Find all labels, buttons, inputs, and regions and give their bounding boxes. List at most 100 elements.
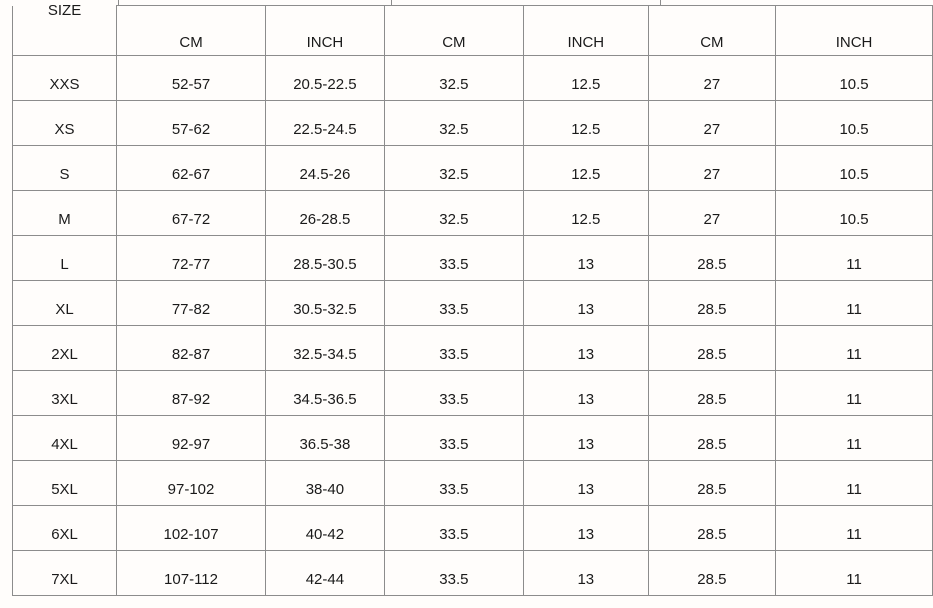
measurement-cell: 27 xyxy=(647,145,777,191)
size-cell: M xyxy=(11,190,118,236)
measurement-cell: 13 xyxy=(522,325,649,371)
measurement-cell: 62-67 xyxy=(116,145,266,191)
measurement-cell: 40-42 xyxy=(264,505,385,551)
measurement-cell: 12.5 xyxy=(522,190,649,236)
measurement-cell: 38-40 xyxy=(264,460,385,506)
measurement-cell: 33.5 xyxy=(383,550,524,596)
measurement-cell: 12.5 xyxy=(522,100,649,146)
measurement-cell: 97-102 xyxy=(116,460,266,506)
measurement-cell: 13 xyxy=(522,280,649,326)
measurement-cell: 32.5 xyxy=(383,100,524,146)
measurement-cell: 28.5 xyxy=(647,280,777,326)
table-row: XL 77-82 30.5-32.5 33.5 13 28.5 11 xyxy=(11,280,933,326)
size-cell: XS xyxy=(11,100,118,146)
measurement-cell: 28.5 xyxy=(647,550,777,596)
measurement-cell: 92-97 xyxy=(116,415,266,461)
unit-header: CM xyxy=(647,5,777,56)
measurement-cell: 28.5 xyxy=(647,505,777,551)
measurement-cell: 12.5 xyxy=(522,145,649,191)
measurement-cell: 33.5 xyxy=(383,370,524,416)
measurement-cell: 36.5-38 xyxy=(264,415,385,461)
measurement-cell: 77-82 xyxy=(116,280,266,326)
measurement-cell: 13 xyxy=(522,505,649,551)
table-row: S 62-67 24.5-26 32.5 12.5 27 10.5 xyxy=(11,145,933,191)
table-row: XXS 52-57 20.5-22.5 32.5 12.5 27 10.5 xyxy=(11,55,933,101)
size-cell: 5XL xyxy=(11,460,118,506)
table-row: 3XL 87-92 34.5-36.5 33.5 13 28.5 11 xyxy=(11,370,933,416)
measurement-cell: 82-87 xyxy=(116,325,266,371)
measurement-cell: 34.5-36.5 xyxy=(264,370,385,416)
unit-header: INCH xyxy=(522,5,649,56)
size-cell: 7XL xyxy=(11,550,118,596)
table-row: 5XL 97-102 38-40 33.5 13 28.5 11 xyxy=(11,460,933,506)
size-header: SIZE xyxy=(11,2,118,56)
measurement-cell: 33.5 xyxy=(383,505,524,551)
measurement-cell: 11 xyxy=(775,370,933,416)
size-cell: L xyxy=(11,235,118,281)
size-cell: XXS xyxy=(11,55,118,101)
measurement-cell: 67-72 xyxy=(116,190,266,236)
measurement-cell: 11 xyxy=(775,235,933,281)
measurement-cell: 57-62 xyxy=(116,100,266,146)
measurement-cell: 11 xyxy=(775,550,933,596)
measurement-cell: 102-107 xyxy=(116,505,266,551)
unit-header: INCH xyxy=(775,5,933,56)
measurement-cell: 11 xyxy=(775,505,933,551)
measurement-cell: 27 xyxy=(647,55,777,101)
table-row: L 72-77 28.5-30.5 33.5 13 28.5 11 xyxy=(11,235,933,281)
size-cell: XL xyxy=(11,280,118,326)
measurement-cell: 28.5 xyxy=(647,415,777,461)
measurement-cell: 32.5 xyxy=(383,190,524,236)
measurement-cell: 10.5 xyxy=(775,145,933,191)
table-row: XS 57-62 22.5-24.5 32.5 12.5 27 10.5 xyxy=(11,100,933,146)
unit-header: CM xyxy=(116,5,266,56)
measurement-cell: 11 xyxy=(775,415,933,461)
unit-header: INCH xyxy=(264,5,385,56)
measurement-cell: 24.5-26 xyxy=(264,145,385,191)
measurement-cell: 28.5 xyxy=(647,325,777,371)
table-row: 2XL 82-87 32.5-34.5 33.5 13 28.5 11 xyxy=(11,325,933,371)
header-group-borders xyxy=(118,0,933,5)
measurement-cell: 22.5-24.5 xyxy=(264,100,385,146)
measurement-cell: 20.5-22.5 xyxy=(264,55,385,101)
measurement-cell: 107-112 xyxy=(116,550,266,596)
measurement-cell: 12.5 xyxy=(522,55,649,101)
measurement-cell: 13 xyxy=(522,550,649,596)
size-cell: 6XL xyxy=(11,505,118,551)
table-row: M 67-72 26-28.5 32.5 12.5 27 10.5 xyxy=(11,190,933,236)
size-cell: 2XL xyxy=(11,325,118,371)
size-cell: S xyxy=(11,145,118,191)
measurement-cell: 13 xyxy=(522,235,649,281)
measurement-cell: 32.5-34.5 xyxy=(264,325,385,371)
measurement-cell: 28.5 xyxy=(647,460,777,506)
measurement-cell: 32.5 xyxy=(383,55,524,101)
table-row: 6XL 102-107 40-42 33.5 13 28.5 11 xyxy=(11,505,933,551)
measurement-cell: 33.5 xyxy=(383,280,524,326)
measurement-cell: 33.5 xyxy=(383,235,524,281)
header-row: SIZE CM INCH CM INCH CM INCH xyxy=(11,2,933,56)
size-cell: 4XL xyxy=(11,415,118,461)
measurement-cell: 28.5 xyxy=(647,235,777,281)
measurement-cell: 13 xyxy=(522,415,649,461)
measurement-cell: 27 xyxy=(647,190,777,236)
measurement-cell: 33.5 xyxy=(383,415,524,461)
measurement-cell: 52-57 xyxy=(116,55,266,101)
measurement-cell: 33.5 xyxy=(383,325,524,371)
measurement-cell: 11 xyxy=(775,280,933,326)
measurement-cell: 11 xyxy=(775,325,933,371)
measurement-cell: 32.5 xyxy=(383,145,524,191)
measurement-cell: 13 xyxy=(522,460,649,506)
table-row: 4XL 92-97 36.5-38 33.5 13 28.5 11 xyxy=(11,415,933,461)
unit-header: CM xyxy=(383,5,524,56)
measurement-cell: 87-92 xyxy=(116,370,266,416)
measurement-cell: 27 xyxy=(647,100,777,146)
measurement-cell: 10.5 xyxy=(775,190,933,236)
measurement-cell: 28.5 xyxy=(647,370,777,416)
table-row: 7XL 107-112 42-44 33.5 13 28.5 11 xyxy=(11,550,933,596)
measurement-cell: 10.5 xyxy=(775,100,933,146)
measurement-cell: 42-44 xyxy=(264,550,385,596)
measurement-cell: 28.5-30.5 xyxy=(264,235,385,281)
measurement-cell: 26-28.5 xyxy=(264,190,385,236)
measurement-cell: 10.5 xyxy=(775,55,933,101)
size-cell: 3XL xyxy=(11,370,118,416)
